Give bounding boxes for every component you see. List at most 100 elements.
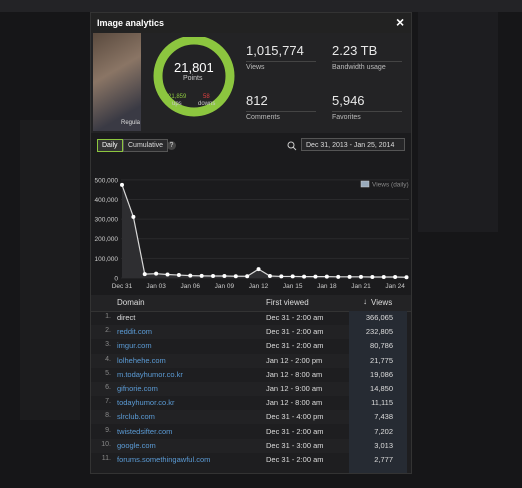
views: 14,850 (370, 384, 393, 393)
stat-divider (332, 111, 402, 112)
x-tick-label: Jan 06 (181, 283, 201, 290)
downs-value: 58 (203, 94, 210, 100)
point (131, 214, 136, 219)
row-number: 2. (105, 327, 111, 335)
stat-label: Comments (246, 114, 280, 121)
point (142, 272, 147, 277)
summary-panel (91, 33, 411, 133)
point (324, 274, 329, 279)
first-viewed: Dec 31 - 2:00 am (266, 341, 324, 351)
legend-label: Views (daily) (372, 182, 409, 189)
table-header-row (91, 295, 411, 312)
search-icon (287, 141, 297, 151)
first-viewed: Jan 12 - 8:00 am (266, 369, 323, 379)
y-tick-label: 300,000 (95, 217, 119, 224)
close-button[interactable]: × (396, 14, 405, 30)
downs-label: downs (198, 101, 216, 107)
point (347, 274, 352, 279)
views: 7,202 (374, 426, 393, 436)
views: 7,438 (374, 412, 393, 422)
stat-value: 812 (246, 93, 268, 108)
thumbnail (93, 33, 141, 131)
row-number: 5. (105, 369, 111, 377)
domain[interactable]: gifnorie.com (117, 384, 158, 393)
tab[interactable]: Daily (97, 139, 123, 152)
bg-panel (418, 12, 498, 232)
line (121, 184, 407, 278)
y-tick-label: 500,000 (95, 177, 119, 184)
point (404, 275, 409, 280)
domain[interactable]: lolhehehe.com (117, 355, 166, 365)
first-viewed: Dec 31 - 2:00 am (266, 455, 324, 464)
date-range[interactable]: Dec 31, 2013 - Jan 25, 2014 (301, 138, 405, 151)
first-viewed: Dec 31 - 4:00 pm (266, 412, 324, 422)
views: 11,115 (371, 398, 393, 408)
first-viewed: Jan 12 - 9:00 am (266, 384, 323, 393)
column-header[interactable]: Views (371, 298, 393, 307)
y-tick-label: 400,000 (95, 197, 119, 204)
chart: 0 100,000 200,000 300,000 400,000 500,000 Dec … (95, 177, 409, 290)
stat-label: Favorites (332, 114, 361, 121)
tab[interactable]: Cumulative (123, 139, 169, 152)
point (381, 275, 386, 280)
domain[interactable]: forums.somethingawful.com (117, 455, 211, 464)
row-number: 1. (105, 313, 111, 320)
domain[interactable]: reddit.com (117, 327, 153, 337)
domain[interactable]: todayhumor.co.kr (117, 398, 175, 408)
modal-title: Image analytics (97, 18, 165, 28)
column-header[interactable]: First viewed (266, 298, 309, 307)
point (199, 273, 204, 278)
point (290, 274, 295, 279)
domain[interactable]: google.com (117, 440, 156, 450)
domain[interactable]: twistedsifter.com (117, 426, 173, 436)
point (358, 274, 363, 279)
stat-divider (246, 111, 316, 112)
ups-label: ups (172, 101, 182, 107)
sort-indicator: ↓ (363, 297, 367, 306)
domain[interactable]: imgur.com (117, 341, 152, 351)
domain: direct (117, 313, 136, 322)
stat-label: Views (246, 64, 265, 71)
area (122, 184, 407, 278)
point (233, 274, 238, 279)
modal: Image analytics × Regula 21,801 Points 2… (90, 12, 412, 474)
point (188, 273, 193, 278)
first-viewed: Jan 12 - 8:00 am (266, 398, 323, 408)
domain[interactable]: m.todayhumor.co.kr (117, 369, 183, 379)
referrer-table: Domain First viewed Views ↓ 1. direct Dec 31 -… (91, 295, 411, 473)
x-tick-label: Jan 12 (249, 283, 269, 290)
point (256, 267, 261, 272)
row-number: 11. (101, 455, 111, 462)
x-tick-label: Dec 31 (112, 283, 133, 290)
point (279, 274, 284, 279)
stat-value: 2.23 TB (332, 43, 378, 58)
point (222, 274, 227, 279)
views: 366,065 (365, 313, 393, 322)
views: 232,805 (365, 327, 393, 337)
y-tick-label: 200,000 (95, 236, 119, 243)
views: 2,777 (374, 455, 393, 464)
first-viewed: Dec 31 - 2:00 am (266, 313, 324, 322)
first-viewed: Dec 31 - 3:00 am (266, 440, 324, 450)
point (120, 182, 124, 187)
legend-swatch (360, 180, 370, 188)
point (176, 273, 181, 278)
views: 21,775 (370, 355, 393, 365)
stat-divider (246, 61, 316, 62)
first-viewed: Jan 12 - 2:00 pm (266, 355, 323, 365)
views: 80,786 (370, 341, 393, 351)
x-tick-label: Jan 21 (351, 283, 371, 290)
row-stripe (91, 410, 349, 425)
help-icon[interactable]: ? (167, 141, 176, 150)
point (313, 274, 318, 279)
y-tick-label: 0 (114, 276, 118, 283)
point (370, 275, 375, 280)
row-number: 9. (105, 426, 111, 434)
x-tick-label: Jan 09 (215, 283, 235, 290)
first-viewed: Dec 31 - 2:00 am (266, 426, 324, 436)
column-header[interactable]: Domain (117, 298, 145, 307)
row-number: 4. (105, 355, 111, 363)
thumbnail-caption: Regula (121, 120, 141, 126)
domain[interactable]: slrclub.com (117, 412, 155, 422)
